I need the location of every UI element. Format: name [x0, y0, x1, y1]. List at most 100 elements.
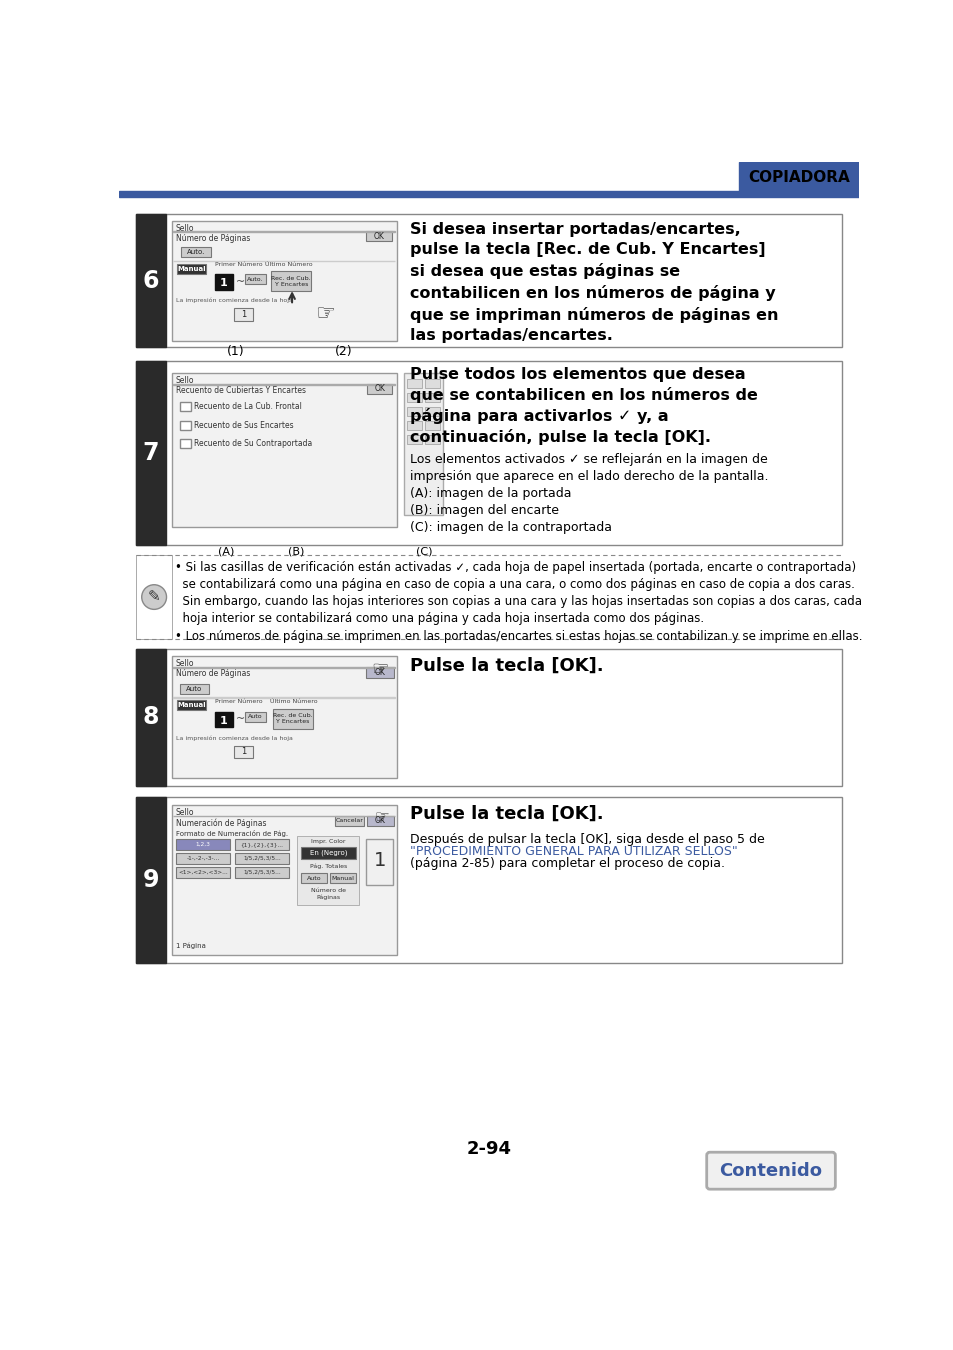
Text: 1 Página: 1 Página — [175, 942, 206, 949]
Bar — [424, 379, 439, 389]
Text: 1: 1 — [240, 310, 246, 319]
Bar — [136, 360, 841, 545]
Bar — [214, 274, 233, 290]
Text: 8: 8 — [143, 705, 159, 729]
Text: OK: OK — [374, 668, 385, 676]
Bar — [175, 838, 230, 850]
Text: Auto.: Auto. — [187, 250, 205, 255]
Bar — [406, 393, 422, 402]
Text: -1-,-2-,-3-...: -1-,-2-,-3-... — [186, 856, 219, 861]
Text: ~: ~ — [236, 277, 245, 286]
Bar — [234, 838, 289, 850]
Text: Último Número: Último Número — [265, 262, 313, 267]
Bar — [245, 711, 266, 722]
Text: Sello: Sello — [175, 809, 194, 817]
Text: Formato de Numeración de Pág.: Formato de Numeración de Pág. — [175, 830, 288, 837]
Text: Pulse todos los elementos que desea
que se contabilicen en los números de
página: Pulse todos los elementos que desea que … — [410, 367, 757, 446]
Text: Manual: Manual — [177, 702, 206, 709]
Bar — [297, 836, 359, 904]
Bar — [424, 393, 439, 402]
Text: 1: 1 — [240, 748, 246, 756]
Bar — [172, 656, 396, 778]
Text: (página 2-85) para completar el proceso de copia.: (página 2-85) para completar el proceso … — [410, 857, 724, 871]
Bar — [172, 220, 396, 340]
Text: Recuento de Sus Encartes: Recuento de Sus Encartes — [193, 421, 293, 429]
Bar — [179, 421, 191, 429]
Text: Número de Páginas: Número de Páginas — [175, 670, 250, 679]
Bar — [214, 711, 233, 728]
Bar — [136, 798, 841, 963]
Text: Numeración de Páginas: Numeración de Páginas — [175, 818, 266, 828]
Text: Después de pulsar la tecla [OK], siga desde el paso 5 de: Después de pulsar la tecla [OK], siga de… — [410, 833, 763, 845]
Text: <1>,<2>,<3>...: <1>,<2>,<3>... — [178, 869, 228, 875]
Text: 1: 1 — [220, 278, 228, 289]
Text: (1): (1) — [227, 344, 244, 358]
Bar — [245, 274, 266, 285]
Bar — [234, 867, 289, 878]
Bar — [273, 709, 313, 729]
Text: Pág. Totales: Pág. Totales — [310, 864, 347, 869]
Text: (B): (B) — [288, 547, 304, 558]
Circle shape — [142, 585, 167, 609]
Bar — [175, 867, 230, 878]
Text: (2): (2) — [335, 344, 353, 358]
Text: Los elementos activados ✓ se reflejarán en la imagen de
impresión que aparece en: Los elementos activados ✓ se reflejarán … — [410, 454, 767, 535]
Text: En (Negro): En (Negro) — [310, 849, 347, 856]
Text: 1/5,2/5,3/5...: 1/5,2/5,3/5... — [243, 856, 280, 861]
Bar — [424, 421, 439, 429]
Text: Sello: Sello — [175, 224, 194, 232]
Bar — [136, 360, 166, 545]
Text: 1: 1 — [220, 716, 228, 726]
Bar — [136, 215, 166, 347]
Bar — [365, 667, 394, 678]
Bar — [136, 555, 172, 640]
Text: 2-94: 2-94 — [466, 1139, 511, 1158]
Text: Rec. de Cub.
Y Encartes: Rec. de Cub. Y Encartes — [273, 713, 313, 724]
Text: Recuento de Su Contraportada: Recuento de Su Contraportada — [193, 439, 312, 448]
Text: Número de Páginas: Número de Páginas — [175, 234, 250, 243]
Bar — [179, 439, 191, 448]
Text: ☞: ☞ — [315, 304, 335, 324]
Bar — [406, 421, 422, 429]
Bar — [176, 701, 206, 710]
Bar — [136, 798, 166, 963]
Text: 1/5,2/5,3/5...: 1/5,2/5,3/5... — [243, 869, 280, 875]
Text: (C): (C) — [416, 547, 432, 558]
Bar — [406, 435, 422, 444]
Text: Sello: Sello — [175, 659, 194, 668]
Text: Sello: Sello — [175, 377, 194, 385]
Bar — [424, 406, 439, 416]
Text: ☞: ☞ — [371, 660, 388, 679]
Bar — [271, 271, 311, 292]
Text: ~: ~ — [236, 714, 245, 724]
Bar — [136, 648, 841, 786]
Text: 1: 1 — [373, 850, 385, 871]
Text: OK: OK — [374, 385, 385, 393]
Bar — [404, 373, 443, 516]
Bar — [172, 805, 396, 954]
Text: "PROCEDIMIENTO GENERAL PARA UTILIZAR SELLOS": "PROCEDIMIENTO GENERAL PARA UTILIZAR SEL… — [410, 845, 737, 859]
Text: 9: 9 — [143, 868, 159, 892]
Bar — [234, 853, 289, 864]
Bar — [176, 263, 206, 274]
Bar — [300, 872, 327, 883]
Text: • Si las casillas de verificación están activadas ✓, cada hoja de papel insertad: • Si las casillas de verificación están … — [174, 560, 862, 643]
Bar — [172, 373, 396, 526]
Text: Recuento de Cubiertas Y Encartes: Recuento de Cubiertas Y Encartes — [175, 386, 306, 396]
Text: OK: OK — [373, 232, 384, 240]
Text: 6: 6 — [143, 269, 159, 293]
Text: ☞: ☞ — [375, 809, 389, 826]
Text: Impr. Color: Impr. Color — [311, 838, 345, 844]
Text: COPIADORA: COPIADORA — [748, 170, 849, 185]
Text: {1},{2},{3}...: {1},{2},{3}... — [240, 842, 283, 846]
Bar — [335, 815, 364, 826]
Bar — [367, 815, 394, 826]
Bar — [367, 383, 392, 394]
Bar — [300, 846, 356, 859]
Text: Primer Número: Primer Número — [214, 699, 262, 703]
Bar — [119, 192, 858, 197]
Text: OK: OK — [375, 817, 385, 825]
Text: Último Número: Último Número — [270, 699, 317, 703]
Bar — [406, 406, 422, 416]
Bar — [179, 402, 191, 412]
